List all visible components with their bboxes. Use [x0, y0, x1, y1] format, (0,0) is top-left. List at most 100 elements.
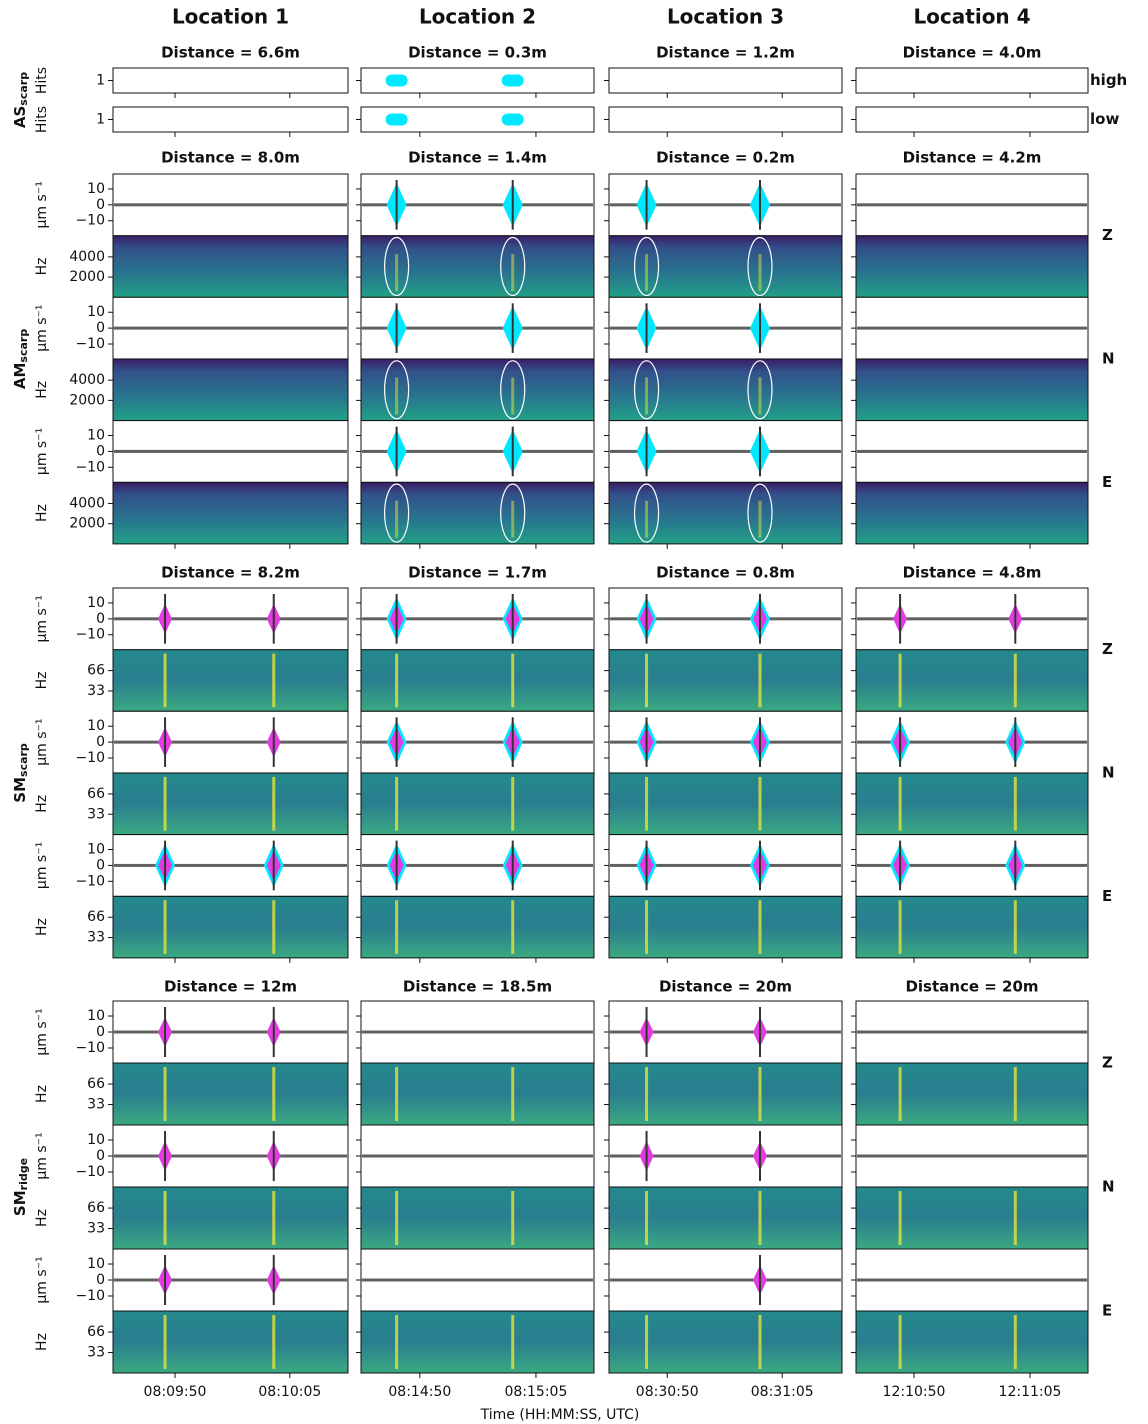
trace [114, 741, 347, 744]
spectral-streak [758, 777, 761, 831]
spectral-streak [1014, 1067, 1017, 1121]
component-label: E [1102, 1302, 1112, 1320]
distance-label: Distance = 1.7m [408, 564, 547, 582]
y-tick-label: −10 [75, 213, 105, 229]
spectral-streak [899, 1315, 902, 1369]
distance-label: Distance = 0.3m [408, 44, 547, 62]
spectrogram [609, 482, 842, 544]
y-tick-label: 10 [87, 1256, 105, 1272]
trace [857, 203, 1087, 206]
component-label: N [1102, 1178, 1115, 1196]
spectral-streak [645, 377, 648, 414]
y-axis-label: μm s⁻¹ [34, 718, 50, 765]
spectral-streak [272, 1191, 275, 1245]
distance-label: Distance = 8.2m [161, 564, 300, 582]
section-name: AM [11, 363, 29, 390]
spectrogram [609, 650, 842, 712]
spectral-streak [395, 1067, 398, 1121]
spectrogram [609, 1311, 842, 1373]
y-axis-label: Hz [34, 1085, 50, 1103]
y-tick-label: 2000 [69, 392, 105, 408]
spectral-streak [395, 254, 398, 291]
spectral-streak [511, 501, 514, 538]
spectral-streak [1014, 1315, 1017, 1369]
y-tick-label: 10 [87, 1132, 105, 1148]
trace [114, 1155, 347, 1158]
spectrogram [609, 236, 842, 298]
spectrogram [609, 896, 842, 958]
spectral-streak [272, 654, 275, 708]
spectrogram [113, 236, 348, 298]
spectral-streak [511, 777, 514, 831]
y-axis-label: μm s⁻¹ [34, 181, 50, 228]
hit-marker [502, 114, 524, 126]
trace [114, 1279, 347, 1282]
y-axis-label: μm s⁻¹ [34, 428, 50, 475]
panel-frame [113, 107, 348, 132]
x-tick-label: 08:15:05 [504, 1384, 567, 1400]
spectrogram [609, 1187, 842, 1249]
distance-label: Distance = 8.0m [161, 149, 300, 167]
spectral-streak [395, 501, 398, 538]
y-tick-label: 2000 [69, 269, 105, 285]
y-tick-label: 10 [87, 181, 105, 197]
trace [114, 617, 347, 620]
component-label: Z [1102, 226, 1113, 244]
spectral-streak [272, 1067, 275, 1121]
panel-frame [856, 107, 1088, 132]
figure: Time (HH:MM:SS, UTC) Location 1Location … [0, 0, 1148, 1424]
section-name: AS [11, 106, 29, 128]
spectral-streak [1014, 900, 1017, 954]
x-tick-label: 08:10:05 [258, 1384, 321, 1400]
hit-marker [386, 114, 408, 126]
trace [857, 1279, 1087, 1282]
spectrogram [856, 1311, 1088, 1373]
spectral-streak [758, 654, 761, 708]
section-subscript: scarp [17, 743, 30, 777]
spectrogram [113, 773, 348, 835]
x-tick-label: 08:14:50 [388, 1384, 451, 1400]
y-axis-label: Hz [34, 258, 50, 276]
y-axis-label: Hz [34, 795, 50, 813]
spectrogram [856, 1063, 1088, 1125]
spectrogram [113, 650, 348, 712]
spectral-streak [1014, 654, 1017, 708]
y-tick-label: −10 [75, 627, 105, 643]
spectral-streak [511, 1067, 514, 1121]
spectral-streak [511, 254, 514, 291]
spectrogram [856, 359, 1088, 421]
spectral-streak [1014, 777, 1017, 831]
spectral-streak [511, 900, 514, 954]
y-axis-label: μm s⁻¹ [34, 1008, 50, 1055]
y-tick-label: 0 [96, 320, 105, 336]
trace [857, 1155, 1087, 1158]
spectral-streak [645, 654, 648, 708]
y-tick-label: 66 [87, 909, 105, 925]
spectral-streak [272, 900, 275, 954]
y-tick-label: 1 [96, 73, 105, 89]
y-tick-label: 66 [87, 1200, 105, 1216]
spectral-streak [272, 777, 275, 831]
y-tick-label: 10 [87, 718, 105, 734]
spectrogram [113, 482, 348, 544]
section-label: AMscarp [11, 329, 31, 389]
page: Time (HH:MM:SS, UTC) Location 1Location … [0, 0, 1148, 1424]
spectral-streak [395, 777, 398, 831]
y-axis-label: Hz [34, 381, 50, 399]
column-title: Location 4 [913, 5, 1030, 29]
panel-frame [609, 107, 842, 132]
y-tick-label: 0 [96, 734, 105, 750]
y-tick-label: 33 [87, 1345, 105, 1361]
panel-frame [609, 68, 842, 93]
panel-frame [856, 68, 1088, 93]
y-tick-label: 33 [87, 806, 105, 822]
y-tick-label: 66 [87, 786, 105, 802]
spectrogram [856, 773, 1088, 835]
y-tick-label: 10 [87, 842, 105, 858]
section-subscript: scarp [17, 72, 30, 106]
y-tick-label: 66 [87, 1076, 105, 1092]
component-label: Z [1102, 1054, 1113, 1072]
distance-label: Distance = 1.4m [408, 149, 547, 167]
trace [857, 1031, 1087, 1034]
y-tick-label: −10 [75, 1164, 105, 1180]
